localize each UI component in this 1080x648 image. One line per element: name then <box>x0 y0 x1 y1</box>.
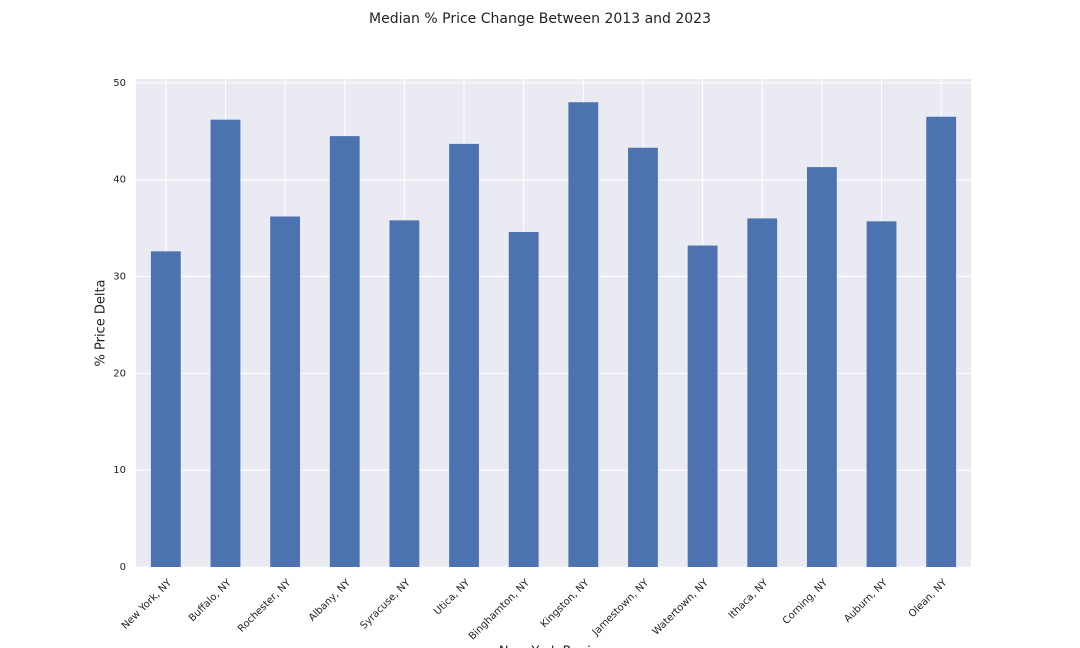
x-tick-label: Watertown, NY <box>651 577 712 638</box>
bar <box>150 251 181 567</box>
x-tick-label: Utica, NY <box>432 577 473 618</box>
y-tick-label: 30 <box>113 272 126 283</box>
x-tick-label: Auburn, NY <box>842 577 890 625</box>
x-tick-label: Olean, NY <box>907 577 950 620</box>
bar <box>628 147 658 567</box>
x-tick-label: New York, NY <box>120 577 175 632</box>
x-tick-label: Corning, NY <box>781 577 831 627</box>
y-tick-label: 50 <box>113 78 126 89</box>
y-tick-label: 10 <box>113 465 126 476</box>
bar <box>508 231 539 567</box>
bar <box>806 167 837 567</box>
x-tick-label: Ithaca, NY <box>727 577 771 621</box>
x-tick-label: Albany, NY <box>307 577 354 624</box>
y-axis-label: % Price Delta <box>94 279 109 366</box>
y-tick-label: 20 <box>113 368 126 379</box>
x-tick-label: Kingston, NY <box>539 577 592 630</box>
bar <box>568 102 599 567</box>
x-tick-label: Syracuse, NY <box>358 577 413 632</box>
x-tick-label: Rochester, NY <box>236 577 294 635</box>
x-tick-label: Binghamton, NY <box>467 577 533 643</box>
bar <box>866 221 897 568</box>
plot-area <box>136 79 971 567</box>
bar <box>210 119 241 568</box>
y-tick-label: 0 <box>120 562 126 573</box>
y-tick-label: 40 <box>113 175 126 186</box>
x-tick-label: Jamestown, NY <box>590 577 652 639</box>
bar <box>329 136 360 567</box>
bar <box>449 143 479 567</box>
bar <box>389 220 420 567</box>
bar <box>747 218 778 567</box>
bar <box>270 216 301 567</box>
bar <box>926 116 957 567</box>
bar <box>687 245 718 568</box>
x-axis-label: New York Region <box>499 645 607 648</box>
x-tick-label: Buffalo, NY <box>187 577 234 624</box>
chart-title: Median % Price Change Between 2013 and 2… <box>369 11 711 27</box>
